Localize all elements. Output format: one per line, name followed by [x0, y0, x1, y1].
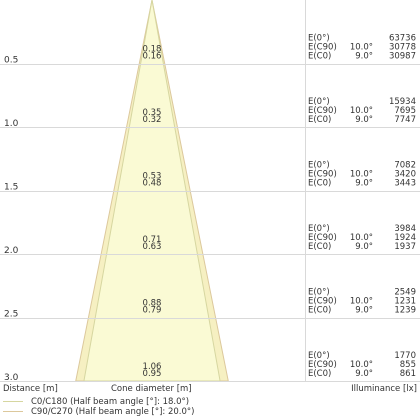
cone-diameter-c90: 0.63: [143, 242, 162, 252]
illuminance-c90-label: E(C90): [308, 233, 337, 243]
illuminance-e0-label: E(0°): [308, 97, 330, 107]
illuminance-c0-value: 7747: [394, 115, 416, 125]
illuminance-c0-label: E(C0): [308, 179, 331, 189]
illuminance-c90-label: E(C90): [308, 43, 337, 53]
illuminance-e0-value: 7082: [394, 161, 416, 171]
illuminance-c90-angle: 10.0°: [350, 233, 373, 243]
illuminance-e0-value: 63736: [389, 34, 416, 44]
cone-diameter-c90: 0.95: [143, 369, 162, 379]
cone-diameter-c0: 0.71: [143, 235, 162, 245]
distance-row: 1.0 0.350.32 E(0°) 15934 E(C90) 10.0° 7695 E(C0…: [0, 97, 420, 129]
illuminance-c0-label: E(C0): [308, 306, 331, 316]
illuminance-c90-angle: 10.0°: [350, 170, 373, 180]
distance-row: 2.0 0.710.63 E(0°) 3984 E(C90) 10.0° 1924 E(C0)…: [0, 224, 420, 256]
illuminance-e0-label: E(0°): [308, 224, 330, 234]
illuminance-e0-label: E(0°): [308, 34, 330, 44]
illuminance-c90-value: 1231: [394, 297, 416, 307]
illuminance-e0-label: E(0°): [308, 351, 330, 361]
cone-diameter-c0: 0.53: [143, 172, 162, 182]
distance-label: 0.5: [4, 56, 18, 66]
distance-row: 0.5 0.180.16 E(0°) 63736 E(C90) 10.0° 30778 E(C…: [0, 34, 420, 66]
illuminance-e0-value: 3984: [394, 224, 416, 234]
distance-label: 1.5: [4, 183, 18, 193]
distance-label: 1.0: [4, 119, 19, 129]
distance-axis-label: Distance [m]: [3, 384, 58, 394]
cone-diameter-c90: 0.48: [143, 179, 162, 189]
illuminance-e0-value: 15934: [389, 97, 416, 107]
cone-diameter-c90: 0.79: [143, 306, 162, 316]
illuminance-c0-value: 1937: [394, 242, 416, 252]
illuminance-c90-value: 30778: [389, 43, 416, 53]
cone-diameter-c0: 1.06: [143, 362, 162, 372]
illuminance-e0-label: E(0°): [308, 288, 330, 298]
distance-label: 2.0: [4, 246, 19, 256]
cone-diameter-c0: 0.35: [143, 108, 162, 118]
distance-label: 2.5: [4, 310, 18, 320]
illuminance-c0-value: 3443: [394, 179, 416, 189]
legend-c0-label: C0/C180 (Half beam angle [°]: 18.0°): [31, 397, 189, 407]
distance-label: 3.0: [4, 373, 19, 383]
illuminance-c0-value: 30987: [389, 52, 416, 62]
illuminance-c0-label: E(C0): [308, 52, 331, 62]
cone-diameter-c0: 0.88: [143, 299, 162, 309]
illuminance-c90-label: E(C90): [308, 170, 337, 180]
illuminance-c90-value: 7695: [394, 106, 416, 116]
illuminance-c0-value: 1239: [394, 306, 416, 316]
cone-diameter-c0: 0.18: [143, 45, 162, 55]
illuminance-c0-label: E(C0): [308, 115, 331, 125]
illuminance-c90-label: E(C90): [308, 106, 337, 116]
illuminance-label: Illuminance [lx]: [351, 384, 417, 394]
illuminance-c90-angle: 10.0°: [350, 106, 373, 116]
illuminance-c90-angle: 10.0°: [350, 360, 373, 370]
illuminance-c0-angle: 9.0°: [355, 115, 373, 125]
illuminance-c90-angle: 10.0°: [350, 43, 373, 53]
cone-diameter-label: Cone diameter [m]: [111, 384, 192, 394]
distance-row: 1.5 0.530.48 E(0°) 7082 E(C90) 10.0° 3420 E(C0)…: [0, 161, 420, 193]
illuminance-c0-label: E(C0): [308, 242, 331, 252]
distance-row: 2.5 0.880.79 E(0°) 2549 E(C90) 10.0° 1231 E(C0)…: [0, 288, 420, 320]
illuminance-c0-angle: 9.0°: [355, 242, 373, 252]
distance-row: 3.0 1.060.95 E(0°) 1770 E(C90) 10.0° 855 E(C0) 9…: [4, 351, 416, 383]
illuminance-c90-value: 855: [400, 360, 416, 370]
illuminance-e0-label: E(0°): [308, 161, 330, 171]
cone-diameter-c90: 0.16: [143, 52, 162, 62]
illuminance-c90-angle: 10.0°: [350, 297, 373, 307]
illuminance-e0-value: 1770: [394, 351, 416, 361]
illuminance-c90-label: E(C90): [308, 360, 337, 370]
illuminance-e0-value: 2549: [394, 288, 416, 298]
cone-diameter-c90: 0.32: [143, 115, 162, 125]
distance-rows: 0.5 0.180.16 E(0°) 63736 E(C90) 10.0° 30778 E(C…: [0, 34, 420, 383]
illuminance-c0-angle: 9.0°: [355, 179, 373, 189]
illuminance-c90-value: 1924: [394, 233, 416, 243]
legend-c90-label: C90/C270 (Half beam angle [°]: 20.0°): [31, 407, 195, 417]
illuminance-c90-label: E(C90): [308, 297, 337, 307]
illuminance-c0-value: 861: [400, 369, 416, 379]
illuminance-c0-label: E(C0): [308, 369, 331, 379]
illuminance-c0-angle: 9.0°: [355, 306, 373, 316]
illuminance-c0-angle: 9.0°: [355, 52, 373, 62]
illuminance-c90-value: 3420: [394, 170, 416, 180]
illuminance-c0-angle: 9.0°: [355, 369, 373, 379]
